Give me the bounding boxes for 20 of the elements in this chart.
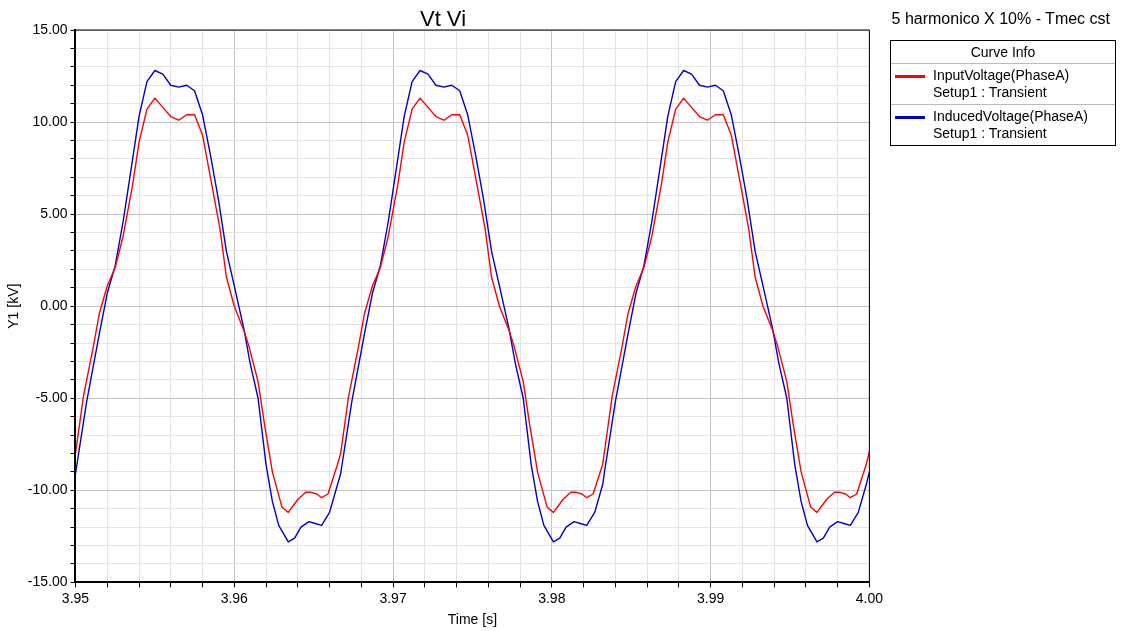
x-tick-label: 4.00 — [855, 589, 884, 606]
x-tick-label: 3.99 — [696, 589, 725, 606]
x-tick-label: 3.98 — [538, 589, 566, 606]
y-tick-label: -10.00 — [27, 481, 68, 498]
x-tick-label: 3.96 — [220, 589, 249, 606]
x-axis-title: Time [s] — [447, 611, 498, 628]
y-tick-label: -15.00 — [27, 573, 68, 590]
y-axis-title: Y1 [kV] — [5, 283, 22, 329]
y-tick-label: 5.00 — [40, 204, 68, 221]
x-tick-label: 3.97 — [379, 589, 407, 606]
chart-title: Vt Vi — [419, 6, 467, 31]
y-tick-label: 10.00 — [32, 112, 68, 129]
legend-label: InputVoltage(PhaseA) Setup1 : Transient — [933, 67, 1070, 101]
y-tick-label: 0.00 — [40, 297, 68, 314]
y-tick-label: 15.00 — [32, 20, 68, 37]
text: 5 harmonico X 10% - Tmec cst — [891, 10, 1110, 28]
legend-title: Curve Info — [891, 41, 1115, 64]
x-tick-label: 3.95 — [61, 589, 90, 606]
y-tick-label: -5.00 — [35, 389, 68, 406]
legend-label: InducedVoltage(PhaseA) Setup1 : Transient — [933, 108, 1088, 142]
